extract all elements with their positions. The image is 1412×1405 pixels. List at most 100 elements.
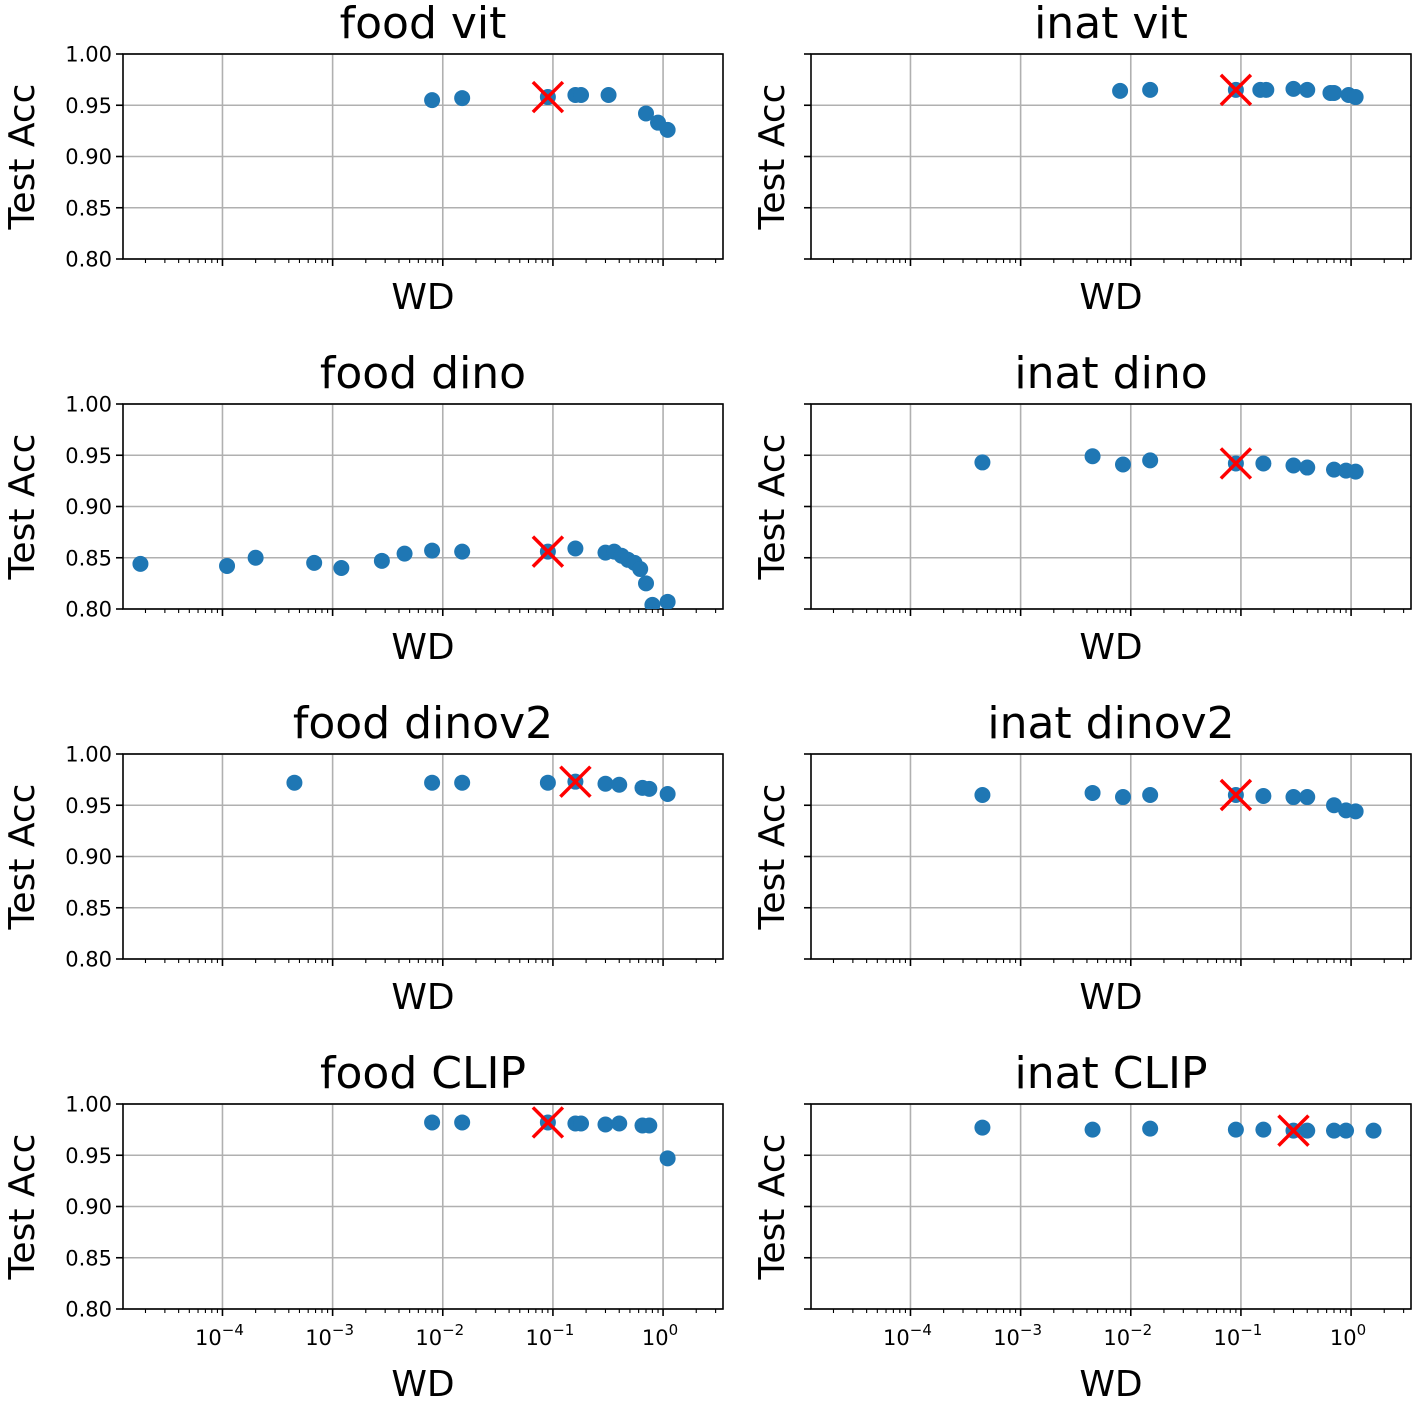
y-tick-label: 0.95 (65, 794, 112, 818)
x-tick-label: 100 (1330, 1321, 1366, 1350)
plot-frame (122, 753, 724, 960)
best-marker (1277, 1114, 1310, 1147)
plot-frame (122, 53, 724, 260)
subplot-title: inat dino (1014, 348, 1207, 399)
y-tick-label: 0.80 (65, 598, 112, 622)
x-tick-label: 10−1 (525, 1321, 574, 1350)
x-axis-label: WD (1079, 977, 1142, 1018)
data-point (1084, 448, 1101, 465)
data-point (396, 545, 413, 562)
y-tick-label: 0.90 (65, 845, 112, 869)
data-point (1255, 1121, 1272, 1138)
data-point (1365, 1122, 1382, 1139)
data-point (638, 575, 655, 592)
plot-frame (122, 1103, 724, 1310)
data-point (1227, 1121, 1244, 1138)
data-point (454, 774, 471, 791)
y-tick-label: 0.80 (65, 248, 112, 272)
y-axis-label: Test Acc (752, 84, 793, 231)
best-marker (531, 80, 565, 114)
data-point (974, 454, 991, 471)
data-point (1285, 457, 1302, 474)
y-tick-label: 1.00 (65, 393, 112, 417)
data-point (974, 787, 991, 803)
y-axis-label: Test Acc (752, 1134, 793, 1281)
plot-frame (810, 53, 1412, 260)
data-point (597, 1116, 614, 1133)
data-point (659, 593, 676, 609)
subplot-title: food CLIP (320, 1048, 526, 1099)
data-point (1258, 81, 1275, 98)
subplot-food-dino: 0.80 0.85 0.90 0.95 1.00 food dino WD Test Acc (2, 348, 724, 668)
x-tick-label: 10−4 (883, 1321, 932, 1350)
data-point (1299, 81, 1316, 98)
subplot-inat-vit: inat vit WD Test Acc (752, 0, 1412, 318)
data-point (659, 1150, 676, 1167)
data-point (1347, 89, 1364, 106)
data-point (597, 775, 614, 792)
best-marker (531, 1106, 565, 1139)
best-marker (559, 765, 592, 798)
data-point (1084, 1121, 1101, 1138)
data-point (1326, 797, 1343, 814)
x-tick-label: 10−3 (993, 1321, 1042, 1350)
y-tick-label: 0.90 (65, 495, 112, 519)
subplot-inat-dinov2: inat dinov2 WD Test Acc (752, 698, 1412, 1018)
x-tick-label: 100 (642, 1321, 678, 1350)
subplot-title: food vit (340, 0, 507, 49)
data-point (539, 774, 556, 791)
data-point (1142, 1120, 1159, 1137)
y-axis-label: Test Acc (2, 1134, 43, 1281)
data-point (1142, 81, 1159, 98)
data-point (1112, 82, 1129, 99)
data-point (611, 1115, 628, 1132)
data-point (632, 561, 649, 578)
data-point (286, 774, 303, 791)
subplot-food-dinov2: 0.80 0.85 0.90 0.95 1.00 food dinov2 WD Test Ac… (2, 698, 724, 1018)
x-tick-label: 10−3 (305, 1321, 354, 1350)
plot-frame (122, 403, 724, 610)
data-point (1326, 1122, 1343, 1139)
y-tick-label: 0.85 (65, 896, 112, 920)
data-point (306, 554, 323, 571)
data-point (1299, 1122, 1316, 1139)
y-tick-label: 0.80 (65, 948, 112, 972)
data-point (1142, 787, 1159, 803)
data-point (1084, 784, 1101, 801)
y-axis-label: Test Acc (752, 434, 793, 581)
data-point (1326, 461, 1343, 478)
data-point (641, 780, 658, 797)
y-tick-label: 0.85 (65, 1246, 112, 1270)
data-point (1114, 789, 1131, 806)
data-point (1338, 1122, 1355, 1139)
y-axis-label: Test Acc (2, 434, 43, 581)
plot-frame (810, 753, 1412, 960)
data-point (1142, 452, 1159, 469)
data-point (1347, 463, 1364, 480)
data-point (219, 557, 236, 574)
x-axis-label: WD (391, 977, 454, 1018)
data-point (573, 87, 590, 103)
data-point (424, 1114, 441, 1131)
data-point (1255, 455, 1272, 472)
data-point (611, 776, 628, 793)
data-point (1285, 80, 1302, 97)
subplot-inat-clip: 10−4 10−3 10−2 10−1 100 inat CLIP WD Test Acc (752, 1048, 1412, 1405)
y-tick-label: 0.85 (65, 196, 112, 220)
data-point (454, 543, 471, 560)
x-axis-label: WD (391, 1364, 454, 1405)
y-axis-label: Test Acc (2, 784, 43, 931)
data-point (333, 560, 350, 576)
data-point (1114, 456, 1131, 473)
x-tick-label: 10−1 (1213, 1321, 1262, 1350)
subplot-title: food dinov2 (293, 698, 553, 749)
data-point (1299, 789, 1316, 806)
data-point (600, 87, 617, 103)
data-point (1255, 788, 1272, 805)
x-tick-label: 10−4 (195, 1321, 244, 1350)
x-tick-label: 10−2 (1103, 1321, 1152, 1350)
data-point (454, 90, 471, 107)
plot-frame (810, 1103, 1412, 1310)
data-point (247, 549, 264, 566)
x-axis-label: WD (391, 627, 454, 668)
